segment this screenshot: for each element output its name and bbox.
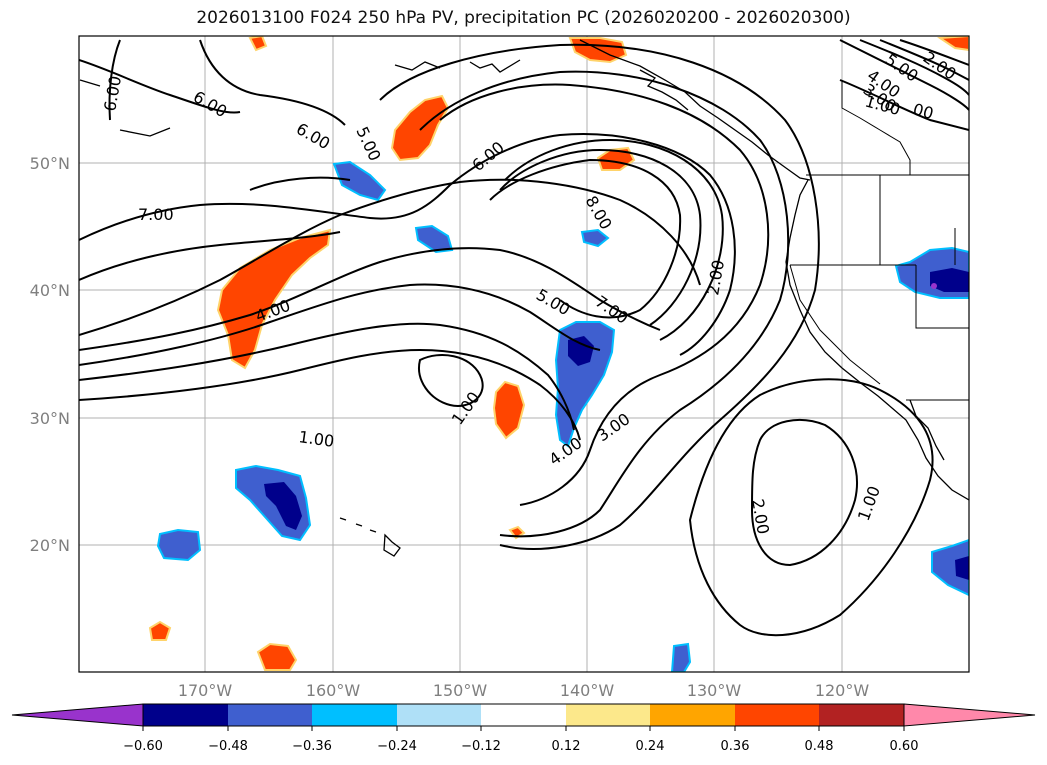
colorbar-tick-label: −0.24 xyxy=(377,739,417,754)
colorbar-tick-label: −0.48 xyxy=(208,739,248,754)
colorbar-tick-label: −0.12 xyxy=(461,739,501,754)
lon-label: 160°W xyxy=(306,681,361,700)
lat-label: 30°N xyxy=(30,409,70,428)
lon-label: 140°W xyxy=(560,681,615,700)
colorbar-bin xyxy=(228,704,312,726)
plot-frame xyxy=(78,35,970,673)
lon-label: 120°W xyxy=(815,681,870,700)
colorbar-bin xyxy=(397,704,481,726)
colorbar-tick-label: 0.60 xyxy=(890,739,919,754)
contour-label: 1.00 xyxy=(297,427,335,451)
latitude-labels: 50°N 40°N 30°N 20°N xyxy=(30,154,70,555)
colorbar-extend-max xyxy=(903,703,1036,727)
lon-label: 170°W xyxy=(178,681,233,700)
colorbar-bin xyxy=(481,704,566,726)
longitude-labels: 170°W 160°W 150°W 140°W 130°W 120°W xyxy=(178,681,870,700)
colorbar-bin xyxy=(143,704,228,726)
lat-label: 20°N xyxy=(30,536,70,555)
colorbar-bin xyxy=(735,704,819,726)
colorbar-bin xyxy=(650,704,735,726)
contour-label: 00 xyxy=(911,100,936,124)
colorbar-bin xyxy=(312,704,397,726)
colorbar-tick-label: 0.48 xyxy=(805,739,834,754)
lat-label: 40°N xyxy=(30,281,70,300)
contour-label: 7.00 xyxy=(138,205,174,224)
map-title: 2026013100 F024 250 hPa PV, precipitatio… xyxy=(196,8,851,28)
coastlines xyxy=(79,39,969,557)
colorbar-tick-label: −0.36 xyxy=(292,739,332,754)
lon-label: 130°W xyxy=(687,681,742,700)
lat-label: 50°N xyxy=(30,154,70,173)
borders xyxy=(789,80,969,401)
pv-contours xyxy=(79,39,969,637)
colorbar-tick-label: −0.60 xyxy=(123,739,163,754)
colorbar-extend-min xyxy=(11,703,144,727)
colorbar-tick-label: 0.12 xyxy=(552,739,581,754)
gridlines xyxy=(79,36,969,672)
colorbar-tick-label: 0.36 xyxy=(721,739,750,754)
lon-label: 150°W xyxy=(433,681,488,700)
plot-area xyxy=(79,36,969,672)
colorbar-bin xyxy=(819,704,904,726)
colorbar: −0.60 −0.48 −0.36 −0.24 −0.12 0.12 0.24 … xyxy=(11,703,1036,754)
colorbar-bin xyxy=(566,704,650,726)
colorbar-tick-label: 0.24 xyxy=(636,739,665,754)
